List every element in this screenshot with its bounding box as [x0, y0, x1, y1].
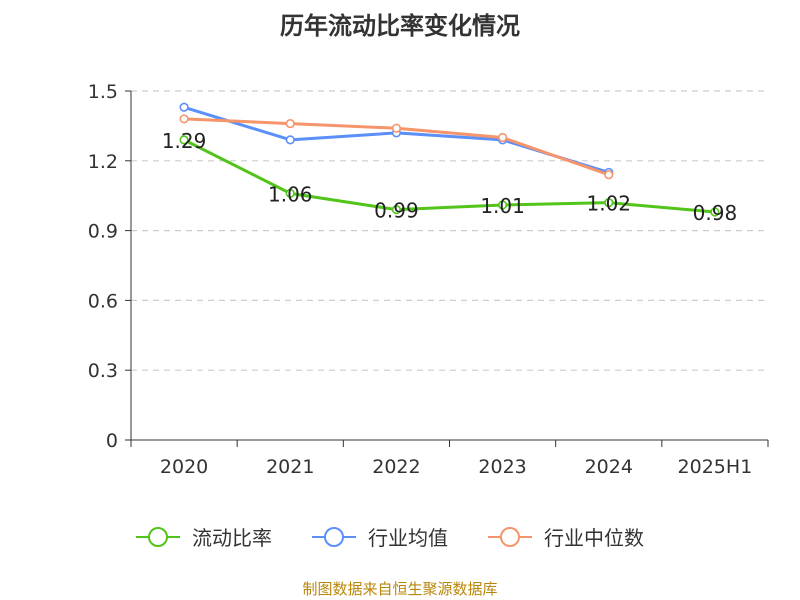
- data-point: [497, 132, 508, 143]
- data-point: [710, 207, 720, 217]
- data-point: [285, 118, 295, 129]
- data-label: 0.98: [693, 201, 738, 225]
- source-note: 制图数据来自恒生聚源数据库: [302, 580, 498, 598]
- data-point: [604, 170, 614, 180]
- y-tick-label: 1.2: [88, 151, 118, 173]
- series-line: [183, 105, 610, 174]
- legend: 流动比率 行业均值 行业中位数: [136, 526, 644, 550]
- y-tick-label: 0.9: [88, 221, 118, 243]
- series-line: [183, 138, 716, 214]
- y-tick-label: 0.6: [88, 290, 118, 312]
- data-label: 1.29: [162, 129, 207, 153]
- data-point: [497, 200, 508, 210]
- data-labels: 1.29 1.06 0.99 1.01 1.02 0.98: [162, 129, 737, 225]
- axes: 0 0.3 0.6 0.9 1.2 1.5 2020 2021 2022 2023 2024 2025…: [88, 81, 769, 478]
- data-point: [179, 114, 189, 124]
- grid-lines: [131, 90, 768, 371]
- legend-marker: [500, 527, 520, 547]
- x-tick-label: 2020: [160, 456, 208, 478]
- legend-label: 行业中位数: [544, 526, 644, 550]
- data-point: [285, 188, 295, 198]
- data-point: [179, 135, 189, 145]
- x-tick-label: 2025H1: [678, 456, 753, 478]
- data-point: [391, 205, 402, 215]
- data-label: 1.01: [480, 194, 525, 218]
- x-tick-label: 2022: [372, 456, 420, 478]
- y-tick-label: 0.3: [88, 360, 118, 382]
- x-tick-label: 2024: [585, 456, 633, 478]
- data-point: [604, 198, 614, 208]
- data-point: [179, 102, 189, 112]
- legend-marker: [148, 527, 168, 547]
- legend-marker: [324, 527, 344, 547]
- data-point: [391, 123, 402, 133]
- chart-title: 历年流动比率变化情况: [280, 12, 520, 40]
- data-label: 0.99: [374, 199, 419, 223]
- y-tick-label: 0: [106, 430, 118, 452]
- data-point: [285, 135, 295, 145]
- data-label: 1.06: [268, 182, 313, 206]
- series-lines: [179, 102, 720, 217]
- data-label: 1.02: [586, 192, 631, 216]
- y-tick-label: 1.5: [88, 81, 118, 103]
- x-tick-label: 2021: [266, 456, 314, 478]
- x-tick-label: 2023: [478, 456, 526, 478]
- legend-label: 行业均值: [368, 526, 448, 550]
- legend-label: 流动比率: [192, 526, 272, 550]
